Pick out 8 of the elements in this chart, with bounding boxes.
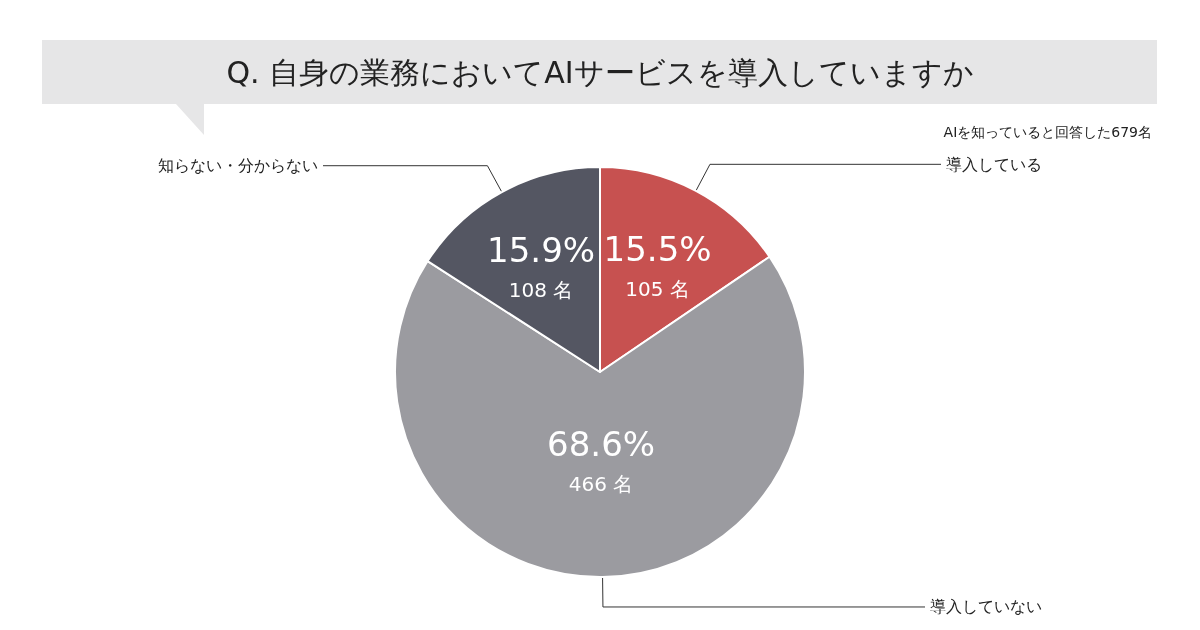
data-label: 15.5% 105 名 (603, 229, 712, 302)
chart-subtitle: AIを知っていると回答した679名 (943, 124, 1153, 140)
chart-title: Q. 自身の業務においてAIサービスを導入していますか (226, 54, 974, 90)
data-label: 68.6% 466 名 (547, 424, 656, 497)
slice-label: 知らない・分からない (158, 156, 318, 176)
slice-label: 導入している (946, 154, 1042, 174)
data-label: 15.9% 108 名 (487, 230, 596, 303)
slice-label: 導入していない (930, 597, 1042, 617)
